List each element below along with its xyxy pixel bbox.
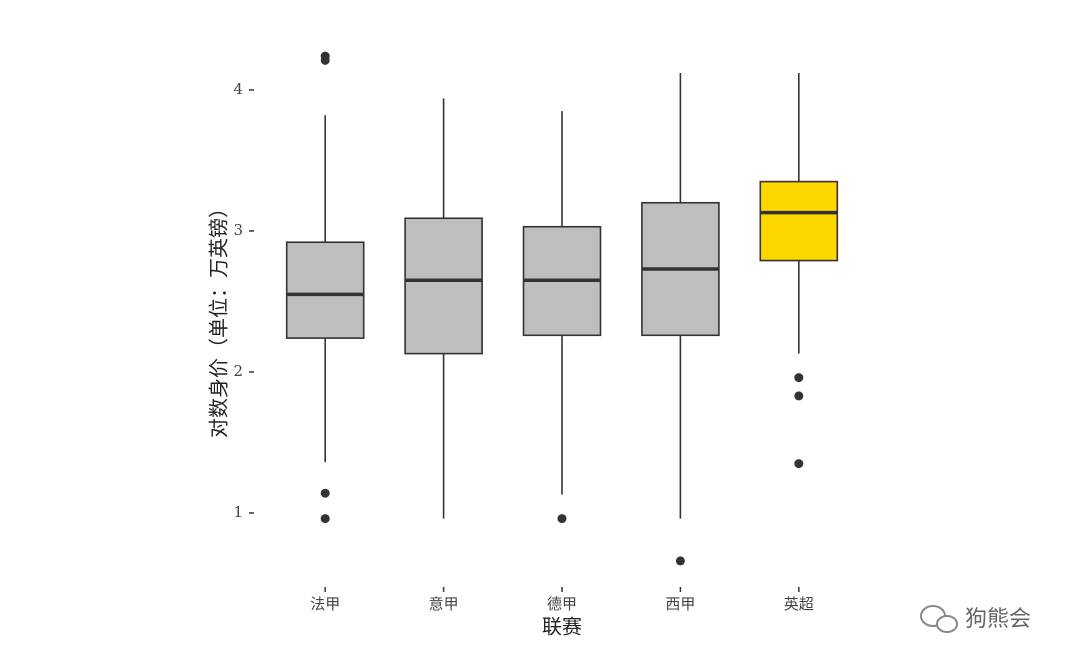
y-tick-label: 4	[233, 80, 243, 98]
y-tick-label: 3	[233, 221, 243, 239]
watermark: 狗熊会	[965, 607, 1031, 632]
outlier	[320, 514, 330, 524]
x-tick-label: 英超	[784, 595, 814, 613]
outlier	[794, 373, 804, 383]
box	[759, 180, 839, 262]
outlier	[794, 391, 804, 401]
y-tick-label: 1	[233, 503, 243, 521]
box	[285, 241, 365, 339]
box	[404, 217, 483, 355]
x-tick-label: 法甲	[310, 595, 340, 613]
outlier	[320, 55, 330, 65]
x-tick-label: 西甲	[665, 595, 695, 613]
y-tick-label: 2	[233, 362, 243, 380]
outlier	[794, 459, 804, 469]
y-axis-label: 对数身价（单位：万英镑）	[207, 198, 231, 438]
outlier	[675, 556, 685, 566]
x-axis-label: 联赛	[542, 615, 582, 639]
x-tick-label: 德甲	[547, 595, 577, 613]
outlier	[320, 488, 330, 498]
outlier	[557, 514, 567, 524]
watermark-icon	[920, 605, 958, 633]
x-tick-label: 意甲	[429, 595, 459, 613]
